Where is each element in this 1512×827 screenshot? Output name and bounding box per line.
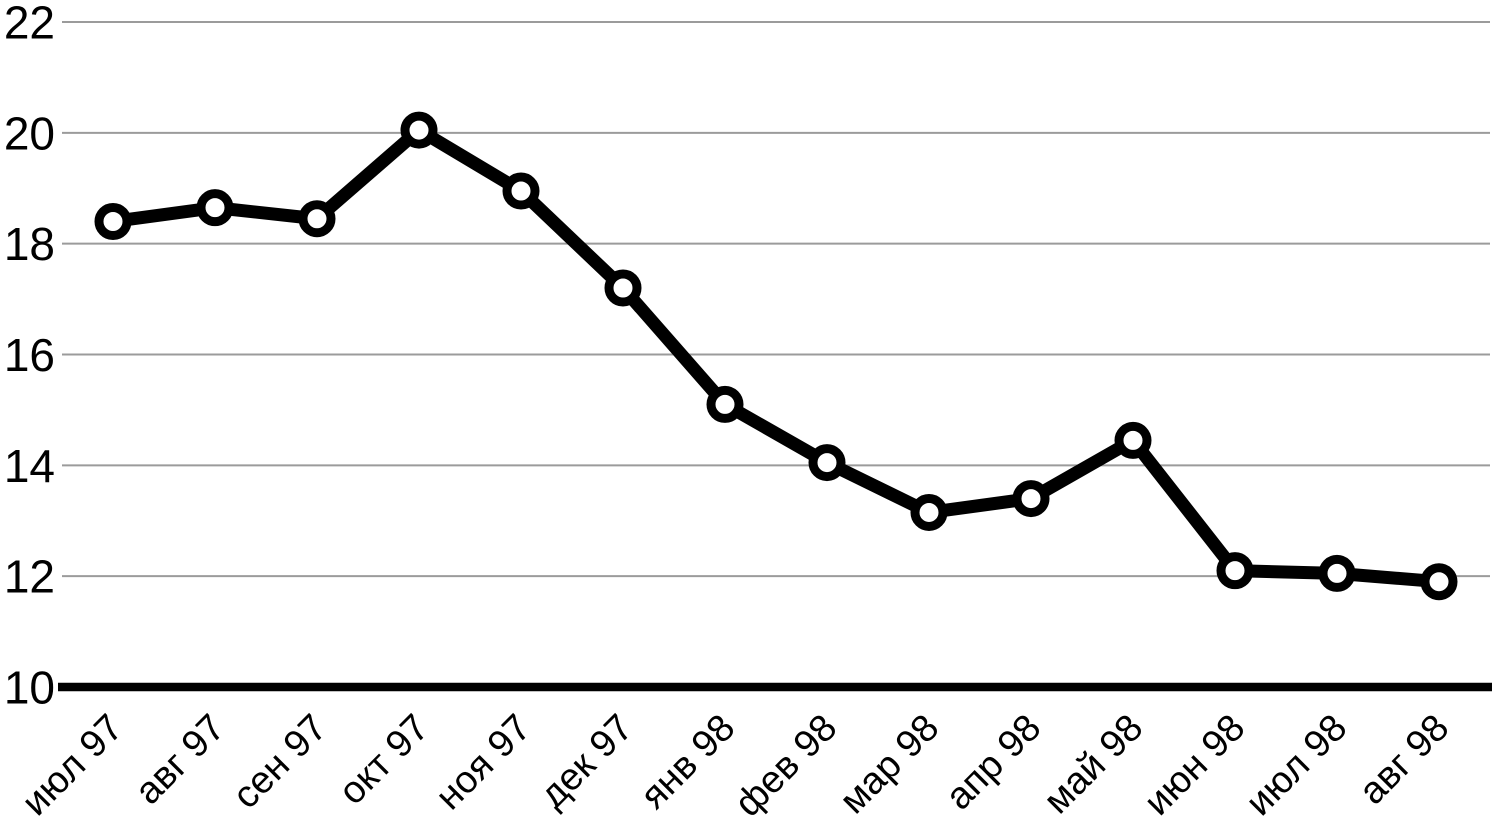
data-point-marker: [94, 203, 132, 240]
data-point-marker: [706, 385, 744, 423]
data-point-marker: [196, 189, 234, 227]
data-point-marker: [1012, 480, 1050, 518]
data-point-marker: [1420, 563, 1458, 601]
data-series-line: [106, 123, 1446, 589]
x-axis-tick-label: авг 98: [1351, 707, 1457, 813]
x-axis-tick-label: дек 97: [532, 707, 641, 816]
data-point-marker: [1114, 421, 1152, 459]
y-axis-tick-label: 18: [4, 218, 55, 270]
x-axis-tick-label: июн 98: [1136, 707, 1253, 824]
x-axis-tick-label: мар 98: [832, 707, 947, 822]
data-point-marker: [808, 444, 846, 482]
x-axis-tick-label: июл 98: [1238, 707, 1355, 824]
x-axis-tick-label: фев 98: [727, 707, 845, 825]
data-point-marker: [298, 200, 336, 238]
data-point-marker: [1216, 552, 1254, 590]
data-point-marker: [400, 111, 438, 149]
x-axis-tick-label: май 98: [1036, 707, 1151, 822]
data-point-marker: [910, 493, 948, 531]
data-point-marker: [1318, 554, 1356, 592]
y-axis-tick-label: 22: [4, 0, 55, 49]
x-axis-tick-label: авг 97: [127, 707, 233, 813]
x-axis-tick-label: янв 98: [633, 707, 744, 818]
data-point-marker: [604, 269, 642, 307]
x-axis-tick-label: апр 98: [938, 707, 1049, 818]
x-axis-tick-label: окт 97: [331, 707, 437, 813]
data-point-marker: [502, 172, 540, 210]
x-axis-tick-label: июл 97: [14, 707, 131, 824]
y-axis-tick-label: 10: [4, 662, 55, 714]
y-axis-tick-label: 14: [4, 440, 55, 492]
x-axis-tick-label: сен 97: [225, 707, 335, 817]
x-axis-tick-label: ноя 97: [428, 707, 539, 818]
y-axis-tick-label: 12: [4, 551, 55, 603]
y-axis-tick-label: 20: [4, 107, 55, 159]
y-axis-tick-label: 16: [4, 329, 55, 381]
